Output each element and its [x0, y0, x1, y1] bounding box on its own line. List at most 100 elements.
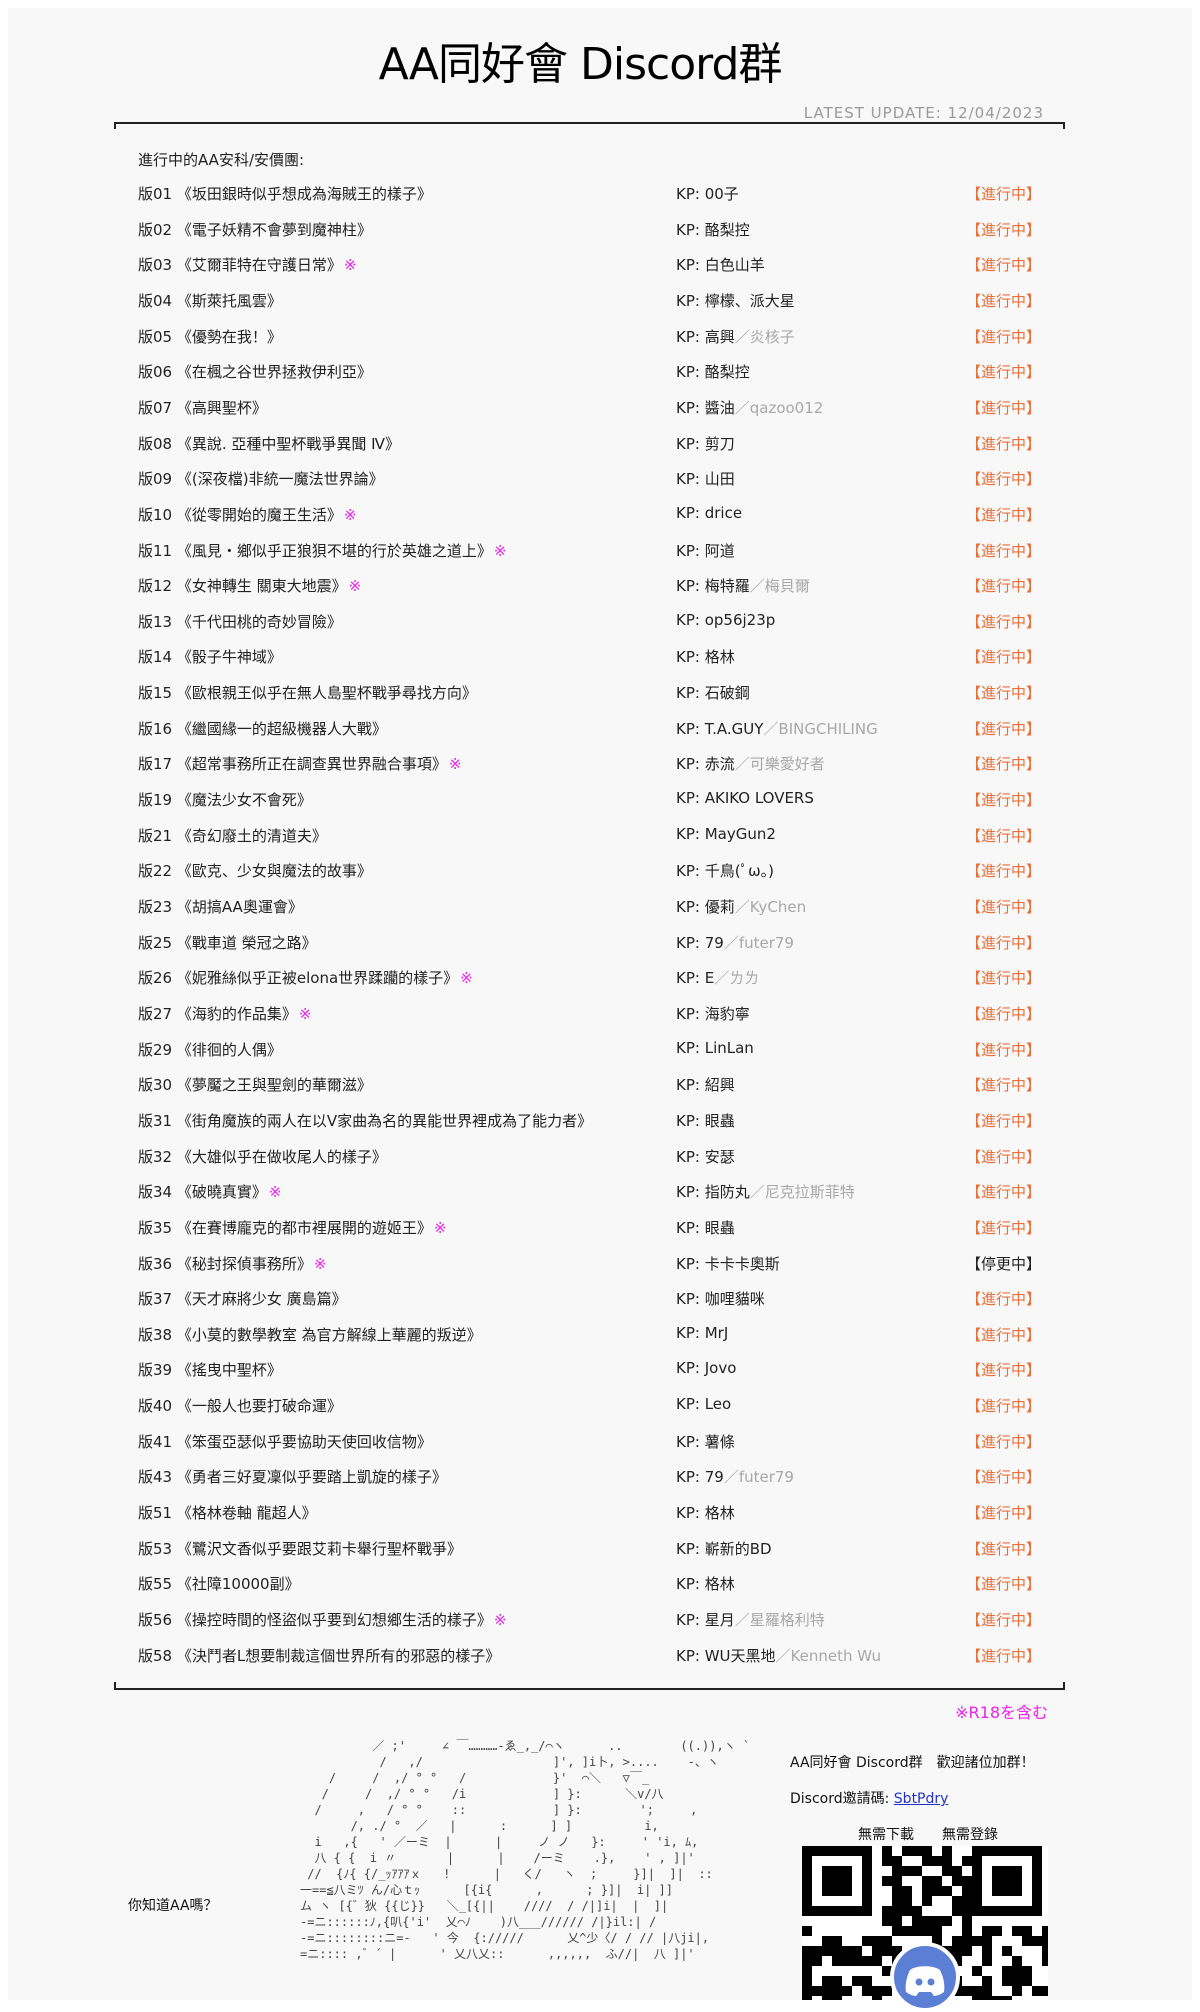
no-download: 無需下載: [858, 1827, 914, 1843]
kp-primary: LinLan: [704, 1038, 754, 1057]
board-title[interactable]: 版12 《女神轉生 關東大地震》 ※: [138, 575, 361, 596]
board-title[interactable]: 版34 《破曉真實》 ※: [138, 1181, 281, 1202]
board-title[interactable]: 版16 《繼國緣一的超級機器人大戰》: [138, 718, 389, 739]
board-code: 版34: [138, 1183, 173, 1202]
board-title[interactable]: 版51 《格林卷軸 龍超人》: [138, 1502, 319, 1523]
board-code: 版32: [138, 1147, 173, 1166]
list-item: 版21 《奇幻廢土的清道夫》 KP: MayGun2 【進行中】: [138, 825, 1041, 847]
board-title[interactable]: 版40 《一般人也要打破命運》: [138, 1395, 344, 1416]
board-title[interactable]: 版43 《勇者三好夏凜似乎要踏上凱旋的樣子》: [138, 1466, 449, 1487]
board-title[interactable]: 版22 《歐克、少女與魔法的故事》: [138, 860, 374, 881]
board-title[interactable]: 版39 《搖曳中聖杯》: [138, 1359, 284, 1380]
board-title[interactable]: 版36 《秘封探偵事務所》 ※: [138, 1253, 326, 1274]
board-title[interactable]: 版06 《在楓之谷世界拯救伊利亞》: [138, 361, 374, 382]
board-title[interactable]: 版15 《歐根親王似乎在無人島聖杯戰爭尋找方向》: [138, 682, 479, 703]
board-name: 《笨蛋亞瑟似乎要協助天使回收信物》: [176, 1432, 432, 1451]
kp-primary: 咖哩貓咪: [704, 1290, 765, 1309]
board-title[interactable]: 版09 《(深夜檔)非統一魔法世界論》: [138, 468, 386, 489]
board-code: 版04: [138, 291, 173, 310]
r18-mark: ※: [298, 1004, 312, 1023]
list-item: 版51 《格林卷軸 龍超人》 KP: 格林 【進行中】: [138, 1502, 1041, 1524]
kp-primary: 格林: [704, 648, 735, 667]
board-title[interactable]: 版21 《奇幻廢土的清道夫》: [138, 825, 329, 846]
board-title[interactable]: 版56 《操控時間的怪盜似乎要到幻想鄉生活的樣子》 ※: [138, 1609, 506, 1630]
status-badge: 【進行中】: [966, 1183, 1042, 1202]
board-code: 版06: [138, 363, 173, 382]
ascii-art: ／ ;' ∠ ￣…………-ゑ_,_/⌒ヽ .. ((.)),ヽ ` / ,/ ]…: [300, 1739, 751, 1961]
board-name: 《電子妖精不會夢到魔神柱》: [176, 220, 372, 239]
kp-primary: 79: [704, 1468, 724, 1487]
board-code: 版16: [138, 719, 173, 738]
page: AA同好會 Discord群 LATEST UPDATE: 12/04/2023: [8, 8, 1192, 2000]
board-title[interactable]: 版38 《小莫的數學教室 為官方解線上華麗的叛逆》: [138, 1324, 484, 1345]
kp-primary: 星月: [704, 1611, 735, 1629]
list-item: 版14 《骰子牛神域》 KP: 格林 【進行中】: [138, 646, 1041, 668]
kp-alt: ／BINGCHILING: [763, 719, 878, 738]
list-item: 版27 《海豹的作品集》 ※ KP: 海豹寧 【進行中】: [138, 1003, 1041, 1025]
status-badge: 【進行中】: [966, 256, 1042, 275]
board-title[interactable]: 版08 《異說. 亞種中聖杯戰爭異聞 Ⅳ》: [138, 433, 402, 454]
board-name: 《決鬥者L想要制裁這個世界所有的邪惡的樣子》: [176, 1646, 501, 1665]
invite-line: Discord邀請碼: SbtPdry: [790, 1788, 948, 1808]
board-title[interactable]: 版07 《高興聖杯》: [138, 397, 269, 418]
kp-primary: drice: [704, 503, 743, 522]
board-title[interactable]: 版17 《超常事務所正在調查異世界融合事項》 ※: [138, 753, 461, 774]
board-title[interactable]: 版01 《坂田銀時似乎想成為海賊王的樣子》: [138, 183, 434, 204]
list-item: 版30 《夢魘之王與聖劍的華爾滋》 KP: 紹興 【進行中】: [138, 1074, 1041, 1096]
kp-label: KP:: [676, 1076, 705, 1095]
kp-primary: op56j23p: [704, 610, 776, 629]
board-code: 版08: [138, 434, 173, 453]
kp-name: KP: 優莉／KyChen: [676, 896, 806, 917]
board-title[interactable]: 版53 《鷺沢文香似乎要跟艾莉卡舉行聖杯戰爭》: [138, 1538, 464, 1559]
board-title[interactable]: 版41 《笨蛋亞瑟似乎要協助天使回收信物》: [138, 1431, 434, 1452]
board-code: 版15: [138, 684, 173, 703]
board-title[interactable]: 版14 《骰子牛神域》: [138, 646, 284, 667]
status-badge: 【進行中】: [966, 541, 1042, 560]
board-code: 版38: [138, 1325, 173, 1344]
list-item: 版29 《徘徊的人偶》 KP: LinLan 【進行中】: [138, 1038, 1041, 1061]
board-title[interactable]: 版13 《千代田桃的奇妙冒險》: [138, 611, 344, 632]
kp-label: KP:: [676, 648, 705, 667]
board-title[interactable]: 版23 《胡搞AA奧運會》: [138, 896, 305, 917]
board-title[interactable]: 版58 《決鬥者L想要制裁這個世界所有的邪惡的樣子》: [138, 1645, 502, 1666]
status-badge: 【進行中】: [966, 719, 1042, 738]
kp-label: KP:: [676, 1254, 705, 1273]
kp-name: KP: 嶄新的BD: [676, 1538, 772, 1559]
list-item: 版15 《歐根親王似乎在無人島聖杯戰爭尋找方向》 KP: 石破鋼 【進行中】: [138, 682, 1041, 704]
board-title[interactable]: 版55 《社障10000副》: [138, 1573, 302, 1594]
invite-code-link[interactable]: SbtPdry: [893, 1791, 949, 1807]
board-title[interactable]: 版30 《夢魘之王與聖劍的華爾滋》: [138, 1074, 374, 1095]
board-title[interactable]: 版05 《優勢在我！》: [138, 326, 284, 347]
board-title[interactable]: 版35 《在賽博龐克的都市裡展開的遊姬王》 ※: [138, 1217, 446, 1238]
board-title[interactable]: 版29 《徘徊的人偶》: [138, 1039, 284, 1060]
kp-label: KP:: [676, 434, 705, 453]
board-title[interactable]: 版31 《街角魔族的兩人在以V家曲為名的異能世界裡成為了能力者》: [138, 1110, 594, 1131]
board-title[interactable]: 版26 《妮雅絲似乎正被elona世界蹂躪的樣子》 ※: [138, 967, 473, 988]
board-name: 《徘徊的人偶》: [176, 1040, 282, 1059]
board-title[interactable]: 版19 《魔法少女不會死》: [138, 789, 314, 810]
board-title[interactable]: 版25 《戰車道 榮冠之路》: [138, 932, 319, 953]
board-title[interactable]: 版37 《天才麻將少女 廣島篇》: [138, 1288, 349, 1309]
board-code: 版19: [138, 791, 173, 810]
list-item: 版37 《天才麻將少女 廣島篇》 KP: 咖哩貓咪 【進行中】: [138, 1288, 1041, 1310]
discord-logo-icon: [890, 1942, 960, 2012]
kp-name: KP: 酪梨控: [676, 361, 750, 382]
board-title[interactable]: 版27 《海豹的作品集》 ※: [138, 1003, 311, 1024]
board-name: 《勇者三好夏凜似乎要踏上凱旋的樣子》: [176, 1468, 447, 1487]
board-title[interactable]: 版11 《風見・鄉似乎正狼狽不堪的行於英雄之道上》 ※: [138, 540, 506, 561]
board-title[interactable]: 版32 《大雄似乎在做收尾人的樣子》: [138, 1146, 389, 1167]
kp-primary: 海豹寧: [704, 1004, 750, 1023]
board-name: 《格林卷軸 龍超人》: [176, 1504, 317, 1523]
board-title[interactable]: 版10 《從零開始的魔王生活》 ※: [138, 504, 356, 525]
kp-primary: 剪刀: [704, 434, 735, 453]
kp-label: KP:: [676, 1038, 705, 1057]
board-name: 《坂田銀時似乎想成為海賊王的樣子》: [176, 185, 432, 203]
board-title[interactable]: 版02 《電子妖精不會夢到魔神柱》: [138, 219, 374, 240]
kp-primary: 梅特羅: [704, 577, 750, 596]
status-badge: 【進行中】: [966, 1468, 1042, 1487]
board-title[interactable]: 版03 《艾爾菲特在守護日常》 ※: [138, 254, 356, 275]
board-code: 版26: [138, 969, 173, 988]
board-title[interactable]: 版04 《斯萊托風雲》: [138, 290, 284, 311]
list-item: 版09 《(深夜檔)非統一魔法世界論》 KP: 山田 【進行中】: [138, 468, 1041, 490]
board-name: 《異說. 亞種中聖杯戰爭異聞 Ⅳ》: [176, 434, 401, 453]
